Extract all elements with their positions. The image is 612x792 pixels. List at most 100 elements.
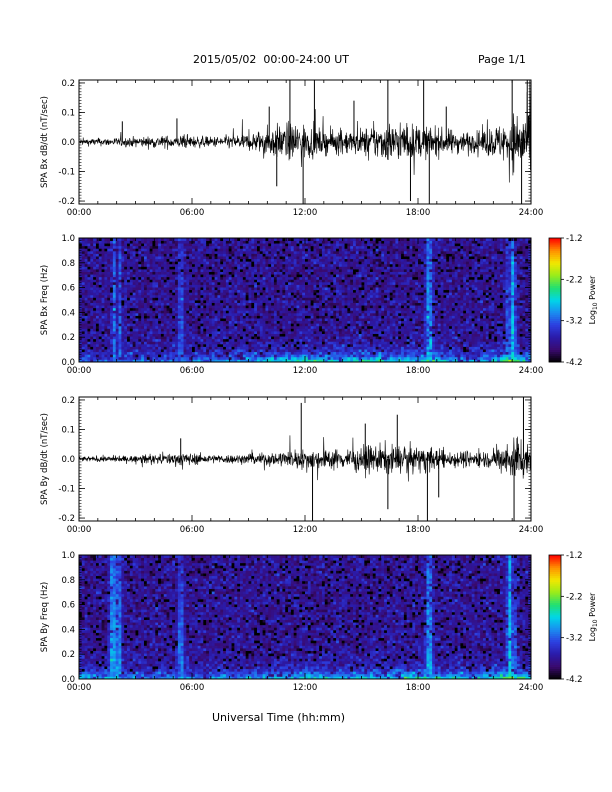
spectrogram-cell (336, 336, 340, 340)
spectrogram-cell (115, 292, 119, 296)
spectrogram-cell (112, 310, 117, 314)
spectrogram-cell (79, 289, 83, 293)
spectrogram-cell (115, 297, 119, 301)
spectrogram-cell (169, 318, 173, 322)
spectrogram-cell (197, 276, 201, 280)
spectrogram-cell (305, 271, 309, 275)
spectrogram-cell (307, 354, 312, 358)
spectrogram-cell (265, 307, 269, 311)
spectrogram-cell (305, 359, 309, 363)
spectrogram-cell (271, 248, 275, 252)
spectrogram-cell (310, 315, 314, 319)
spectrogram-cell (330, 266, 334, 270)
spectrogram-cell (256, 292, 261, 296)
spectrogram-cell (254, 338, 258, 342)
spectrogram-cell (319, 250, 323, 254)
spectrogram-cell (143, 333, 148, 337)
spectrogram-cell (175, 248, 179, 252)
spectrogram-cell (194, 349, 199, 353)
spectrogram-cell (279, 323, 283, 327)
spectrogram-cell (138, 346, 142, 350)
spectrogram-cell (228, 349, 232, 353)
spectrogram-cell (118, 336, 122, 340)
spectrogram-cell (330, 333, 334, 337)
spectrogram-cell (353, 323, 357, 327)
spectrogram-cell (112, 271, 117, 275)
spectrogram-cell (84, 276, 88, 280)
spectrogram-cell (112, 287, 117, 291)
spectrogram-cell (183, 356, 187, 360)
spectrogram-cell (321, 302, 326, 306)
spectrogram-cell (338, 281, 343, 285)
spectrogram-cell (141, 305, 145, 309)
spectrogram-cell (313, 250, 317, 254)
spectrogram-cell (285, 245, 289, 249)
spectrogram-cell (177, 256, 182, 260)
spectrogram-cell (112, 269, 117, 272)
spectrogram-cell (265, 323, 269, 327)
spectrogram-cell (166, 318, 170, 322)
spectrogram-cell (305, 333, 309, 337)
spectrogram-cell (214, 253, 218, 257)
spectrogram-cell (299, 297, 303, 301)
spectrogram-cell (330, 305, 334, 309)
spectrogram-cell (189, 328, 193, 332)
spectrogram-cell (290, 325, 295, 329)
spectrogram-cell (129, 336, 134, 340)
spectrogram-cell (259, 271, 264, 275)
spectrogram-cell (220, 343, 224, 347)
spectrogram-cell (214, 341, 218, 345)
spectrogram-cell (355, 258, 360, 262)
spectrogram-cell (203, 245, 207, 249)
spectrogram-cell (305, 250, 309, 254)
spectrogram-cell (158, 248, 162, 252)
spectrogram-cell (152, 354, 156, 358)
spectrogram-cell (259, 300, 264, 303)
spectrogram-cell (330, 341, 334, 345)
spectrogram-cell (169, 258, 173, 262)
spectrogram-cell (310, 338, 314, 342)
spectrogram-cell (347, 343, 351, 347)
spectrogram-cell (135, 253, 139, 257)
spectrogram-cell (310, 356, 314, 360)
spectrogram-cell (248, 274, 252, 278)
spectrogram-cell (279, 271, 283, 275)
spectrogram-cell (327, 287, 331, 291)
spectrogram-cell (110, 279, 114, 283)
spectrogram-cell (93, 325, 97, 329)
spectrogram-cell (350, 302, 354, 306)
spectrogram-cell (203, 325, 207, 329)
spectrogram-cell (192, 333, 196, 337)
spectrogram-cell (288, 323, 292, 327)
spectrogram-cell (160, 276, 165, 280)
spectrogram-cell (242, 318, 247, 322)
spectrogram-cell (124, 307, 128, 311)
spectrogram-cell (324, 274, 328, 278)
spectrogram-cell (288, 307, 292, 311)
spectrogram-cell (194, 305, 199, 309)
spectrogram-cell (146, 307, 151, 311)
spectrogram-cell (81, 338, 86, 342)
spectrogram-cell (143, 328, 148, 332)
spectrogram-cell (271, 341, 275, 345)
spectrogram-cell (273, 276, 278, 280)
spectrogram-cell (115, 300, 119, 303)
spectrogram-cell (81, 315, 86, 319)
spectrogram-cell (115, 284, 119, 288)
spectrogram-cell (110, 302, 114, 306)
spectrogram-cell (273, 263, 278, 267)
spectrogram-cell (127, 349, 131, 353)
spectrogram-cell (305, 307, 309, 311)
spectrogram-cell (296, 243, 300, 247)
spectrogram-cell (149, 297, 153, 301)
spectrogram-cell (302, 310, 306, 314)
spectrogram-cell (90, 294, 94, 298)
spectrogram-cell (79, 253, 83, 257)
spectrogram-cell (87, 302, 91, 306)
spectrogram-cell (350, 248, 354, 252)
spectrogram-cell (265, 261, 269, 265)
spectrogram-cell (186, 289, 190, 293)
spectrogram-cell (220, 284, 224, 288)
spectrogram-cell (110, 287, 114, 291)
spectrogram-cell (265, 338, 269, 342)
